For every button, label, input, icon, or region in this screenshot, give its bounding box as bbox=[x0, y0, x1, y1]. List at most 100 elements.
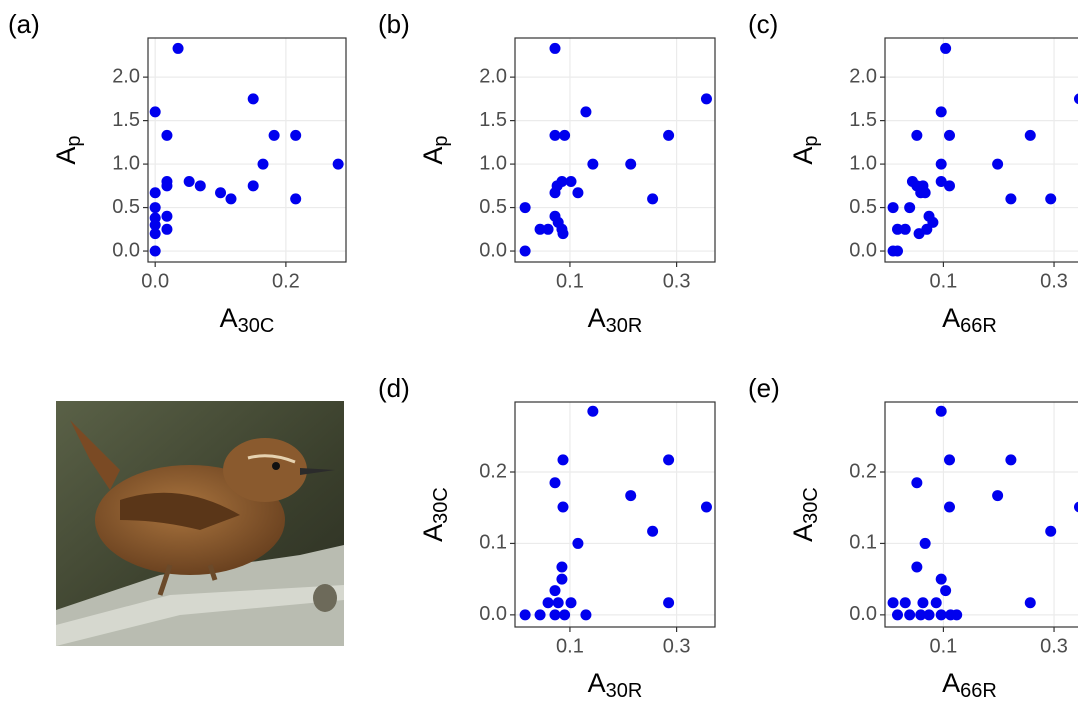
point bbox=[550, 43, 561, 54]
x-axis-label: A66R bbox=[942, 668, 997, 702]
point bbox=[944, 454, 955, 465]
x-axis-label-main: A bbox=[942, 668, 960, 698]
y-axis-label: Ap bbox=[788, 135, 822, 164]
x-axis-label: A30R bbox=[588, 303, 643, 337]
y-tick-label: 0.0 bbox=[479, 603, 507, 625]
y-tick-label: 2.0 bbox=[849, 65, 877, 87]
point bbox=[920, 187, 931, 198]
x-tick-label: 0.1 bbox=[556, 270, 584, 292]
point bbox=[663, 130, 674, 141]
point bbox=[924, 609, 935, 620]
y-tick-label: 1.5 bbox=[479, 109, 507, 131]
point bbox=[892, 246, 903, 257]
y-tick-label: 0.0 bbox=[849, 239, 877, 261]
x-tick-label: 0.3 bbox=[663, 270, 691, 292]
point bbox=[535, 609, 546, 620]
panel-label: (d) bbox=[378, 373, 410, 403]
point bbox=[904, 609, 915, 620]
point bbox=[914, 228, 925, 239]
point bbox=[520, 246, 531, 257]
point bbox=[931, 597, 942, 608]
x-tick-label: 0.2 bbox=[272, 270, 300, 292]
x-axis-label-sub: 30C bbox=[238, 315, 275, 337]
point bbox=[550, 130, 561, 141]
point bbox=[944, 180, 955, 191]
point bbox=[936, 159, 947, 170]
point bbox=[550, 187, 561, 198]
y-tick-label: 2.0 bbox=[479, 65, 507, 87]
y-tick-label: 1.0 bbox=[112, 152, 140, 174]
point bbox=[559, 609, 570, 620]
point bbox=[150, 228, 161, 239]
y-axis-label-sub: 30C bbox=[800, 487, 822, 524]
y-axis-label-main: A bbox=[51, 147, 81, 165]
x-axis-label-sub: 30R bbox=[606, 680, 643, 702]
point bbox=[558, 228, 569, 239]
plot-background bbox=[885, 402, 1078, 627]
point bbox=[936, 609, 947, 620]
point bbox=[150, 246, 161, 257]
x-tick-label: 0.0 bbox=[141, 270, 169, 292]
point bbox=[936, 406, 947, 417]
point bbox=[900, 224, 911, 235]
point bbox=[892, 609, 903, 620]
x-axis-label-main: A bbox=[588, 668, 606, 698]
point bbox=[173, 43, 184, 54]
point bbox=[161, 224, 172, 235]
y-tick-label: 2.0 bbox=[112, 65, 140, 87]
x-axis-label-main: A bbox=[588, 303, 606, 333]
panel-label: (a) bbox=[8, 9, 40, 39]
y-axis-label-main: A bbox=[418, 524, 448, 542]
point bbox=[566, 597, 577, 608]
point bbox=[520, 609, 531, 620]
y-tick-label: 1.0 bbox=[479, 152, 507, 174]
x-axis-label-sub: 66R bbox=[960, 315, 997, 337]
panel-label: (c) bbox=[748, 9, 778, 39]
plot-background bbox=[515, 402, 715, 627]
x-axis-label-main: A bbox=[942, 303, 960, 333]
point bbox=[907, 176, 918, 187]
point bbox=[290, 130, 301, 141]
y-tick-label: 0.5 bbox=[479, 196, 507, 218]
panel-label: (b) bbox=[378, 9, 410, 39]
point bbox=[161, 130, 172, 141]
point bbox=[553, 597, 564, 608]
point bbox=[944, 502, 955, 513]
point bbox=[184, 176, 195, 187]
point bbox=[944, 130, 955, 141]
point bbox=[647, 526, 658, 537]
point bbox=[951, 609, 962, 620]
y-axis-label-main: A bbox=[788, 524, 818, 542]
y-axis-label: Ap bbox=[51, 135, 85, 164]
point bbox=[663, 597, 674, 608]
point bbox=[161, 211, 172, 222]
figure: 0.00.20.00.51.01.52.0(a)A30CAp0.10.30.00… bbox=[0, 0, 1078, 709]
x-axis-label-main: A bbox=[220, 303, 238, 333]
y-tick-label: 0.1 bbox=[849, 532, 877, 554]
point bbox=[701, 502, 712, 513]
point bbox=[992, 490, 1003, 501]
point bbox=[647, 193, 658, 204]
panel: 0.10.30.00.10.2 bbox=[849, 402, 1078, 657]
x-axis-label-sub: 30R bbox=[606, 315, 643, 337]
point bbox=[550, 609, 561, 620]
point bbox=[225, 193, 236, 204]
y-axis-label-sub: 30C bbox=[430, 487, 452, 524]
point bbox=[1025, 130, 1036, 141]
point bbox=[911, 130, 922, 141]
x-tick-label: 0.1 bbox=[556, 635, 584, 657]
point bbox=[1045, 526, 1056, 537]
point bbox=[625, 490, 636, 501]
point bbox=[290, 193, 301, 204]
point bbox=[150, 106, 161, 117]
point bbox=[566, 176, 577, 187]
x-tick-label: 0.3 bbox=[1040, 635, 1068, 657]
point bbox=[992, 159, 1003, 170]
point bbox=[572, 187, 583, 198]
point bbox=[1025, 597, 1036, 608]
point bbox=[248, 180, 259, 191]
y-axis-label-sub: p bbox=[63, 135, 85, 146]
